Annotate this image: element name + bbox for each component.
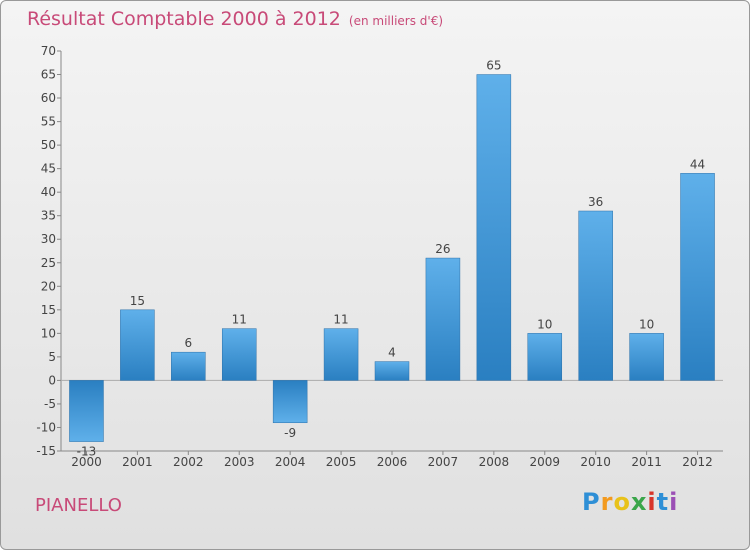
y-tick-label: 70 — [41, 44, 56, 58]
y-tick-label: 25 — [41, 256, 56, 270]
y-tick-label: 15 — [41, 303, 56, 317]
y-tick-label: 65 — [41, 68, 56, 82]
bar-2006 — [374, 361, 410, 381]
data-label: 6 — [184, 336, 192, 350]
logo-letter: o — [613, 488, 631, 516]
data-label: 15 — [130, 294, 145, 308]
x-tick-label: 2006 — [377, 455, 408, 469]
y-tick-label: 55 — [41, 115, 56, 129]
x-tick-label: 2010 — [580, 455, 611, 469]
chart-labels: 2000-13 2001 15 2002 6 2003 11 2004 -9 2005 11 2006… — [71, 59, 713, 469]
proxiti-logo: Proxiti — [582, 488, 678, 516]
data-label: 10 — [639, 317, 654, 331]
y-tick-label: 0 — [48, 373, 56, 387]
logo-letter: i — [647, 488, 657, 516]
y-tick-label: 20 — [41, 279, 56, 293]
y-tick-label: 10 — [41, 326, 56, 340]
y-tick-label: -10 — [36, 420, 56, 434]
bar-2002 — [171, 351, 206, 381]
x-tick-label: 2000 — [71, 455, 102, 469]
data-label: 36 — [588, 195, 603, 209]
chart-unit-note: (en milliers d'€) — [348, 14, 444, 28]
chart-bars — [69, 74, 715, 442]
x-tick-label: 2012 — [682, 455, 713, 469]
x-tick-label: 2011 — [631, 455, 662, 469]
data-label: 26 — [435, 242, 450, 256]
y-tick-label: -15 — [36, 444, 56, 458]
data-label: 11 — [232, 313, 247, 327]
data-label: -13 — [77, 445, 97, 459]
bar-2007 — [425, 257, 461, 381]
x-tick-label: 2003 — [224, 455, 255, 469]
y-tick-label: 60 — [41, 91, 56, 105]
bar-2009 — [527, 333, 563, 381]
x-tick-label: 2002 — [173, 455, 204, 469]
chart-title: Résultat Comptable 2000 à 2012 (en millie… — [27, 8, 443, 30]
logo-letter: x — [630, 488, 648, 516]
y-tick-label: 5 — [48, 350, 56, 364]
y-tick-label: 35 — [41, 209, 56, 223]
chart-title-text: Résultat Comptable 2000 à 2012 — [27, 8, 341, 30]
data-label: -9 — [284, 426, 296, 440]
y-tick-label: 45 — [41, 162, 56, 176]
x-tick-label: 2008 — [479, 455, 510, 469]
bar-2005 — [323, 328, 359, 381]
y-tick-label: 40 — [41, 185, 56, 199]
y-tick-label: 50 — [41, 138, 56, 152]
bar-2000 — [69, 380, 104, 442]
y-tick-label: 30 — [41, 232, 56, 246]
logo-letter: P — [582, 488, 601, 516]
x-tick-label: 2009 — [529, 455, 560, 469]
data-label: 4 — [388, 346, 396, 360]
x-tick-label: 2007 — [428, 455, 459, 469]
x-tick-label: 2004 — [275, 455, 306, 469]
location-name: PIANELLO — [35, 495, 122, 516]
bar-2004 — [272, 380, 308, 424]
x-tick-label: 2001 — [122, 455, 153, 469]
logo-letter: t — [656, 488, 670, 516]
logo-letter: i — [669, 488, 679, 516]
data-label: 10 — [537, 317, 552, 331]
y-tick-label: -5 — [44, 397, 56, 411]
bar-2011 — [629, 333, 664, 381]
x-tick-label: 2005 — [326, 455, 357, 469]
bar-2012 — [680, 173, 715, 381]
bar-2008 — [476, 74, 512, 381]
logo-letter: r — [600, 488, 614, 516]
data-label: 44 — [690, 157, 705, 171]
bar-2010 — [578, 210, 613, 381]
data-label: 11 — [333, 313, 348, 327]
data-label: 65 — [486, 59, 501, 73]
bar-2003 — [221, 328, 257, 381]
chart-axes: -15 -10 -5 0 5 10 15 20 25 30 35 40 45 50 55 60 65 70 — [36, 44, 723, 458]
bar-2001 — [120, 309, 155, 381]
